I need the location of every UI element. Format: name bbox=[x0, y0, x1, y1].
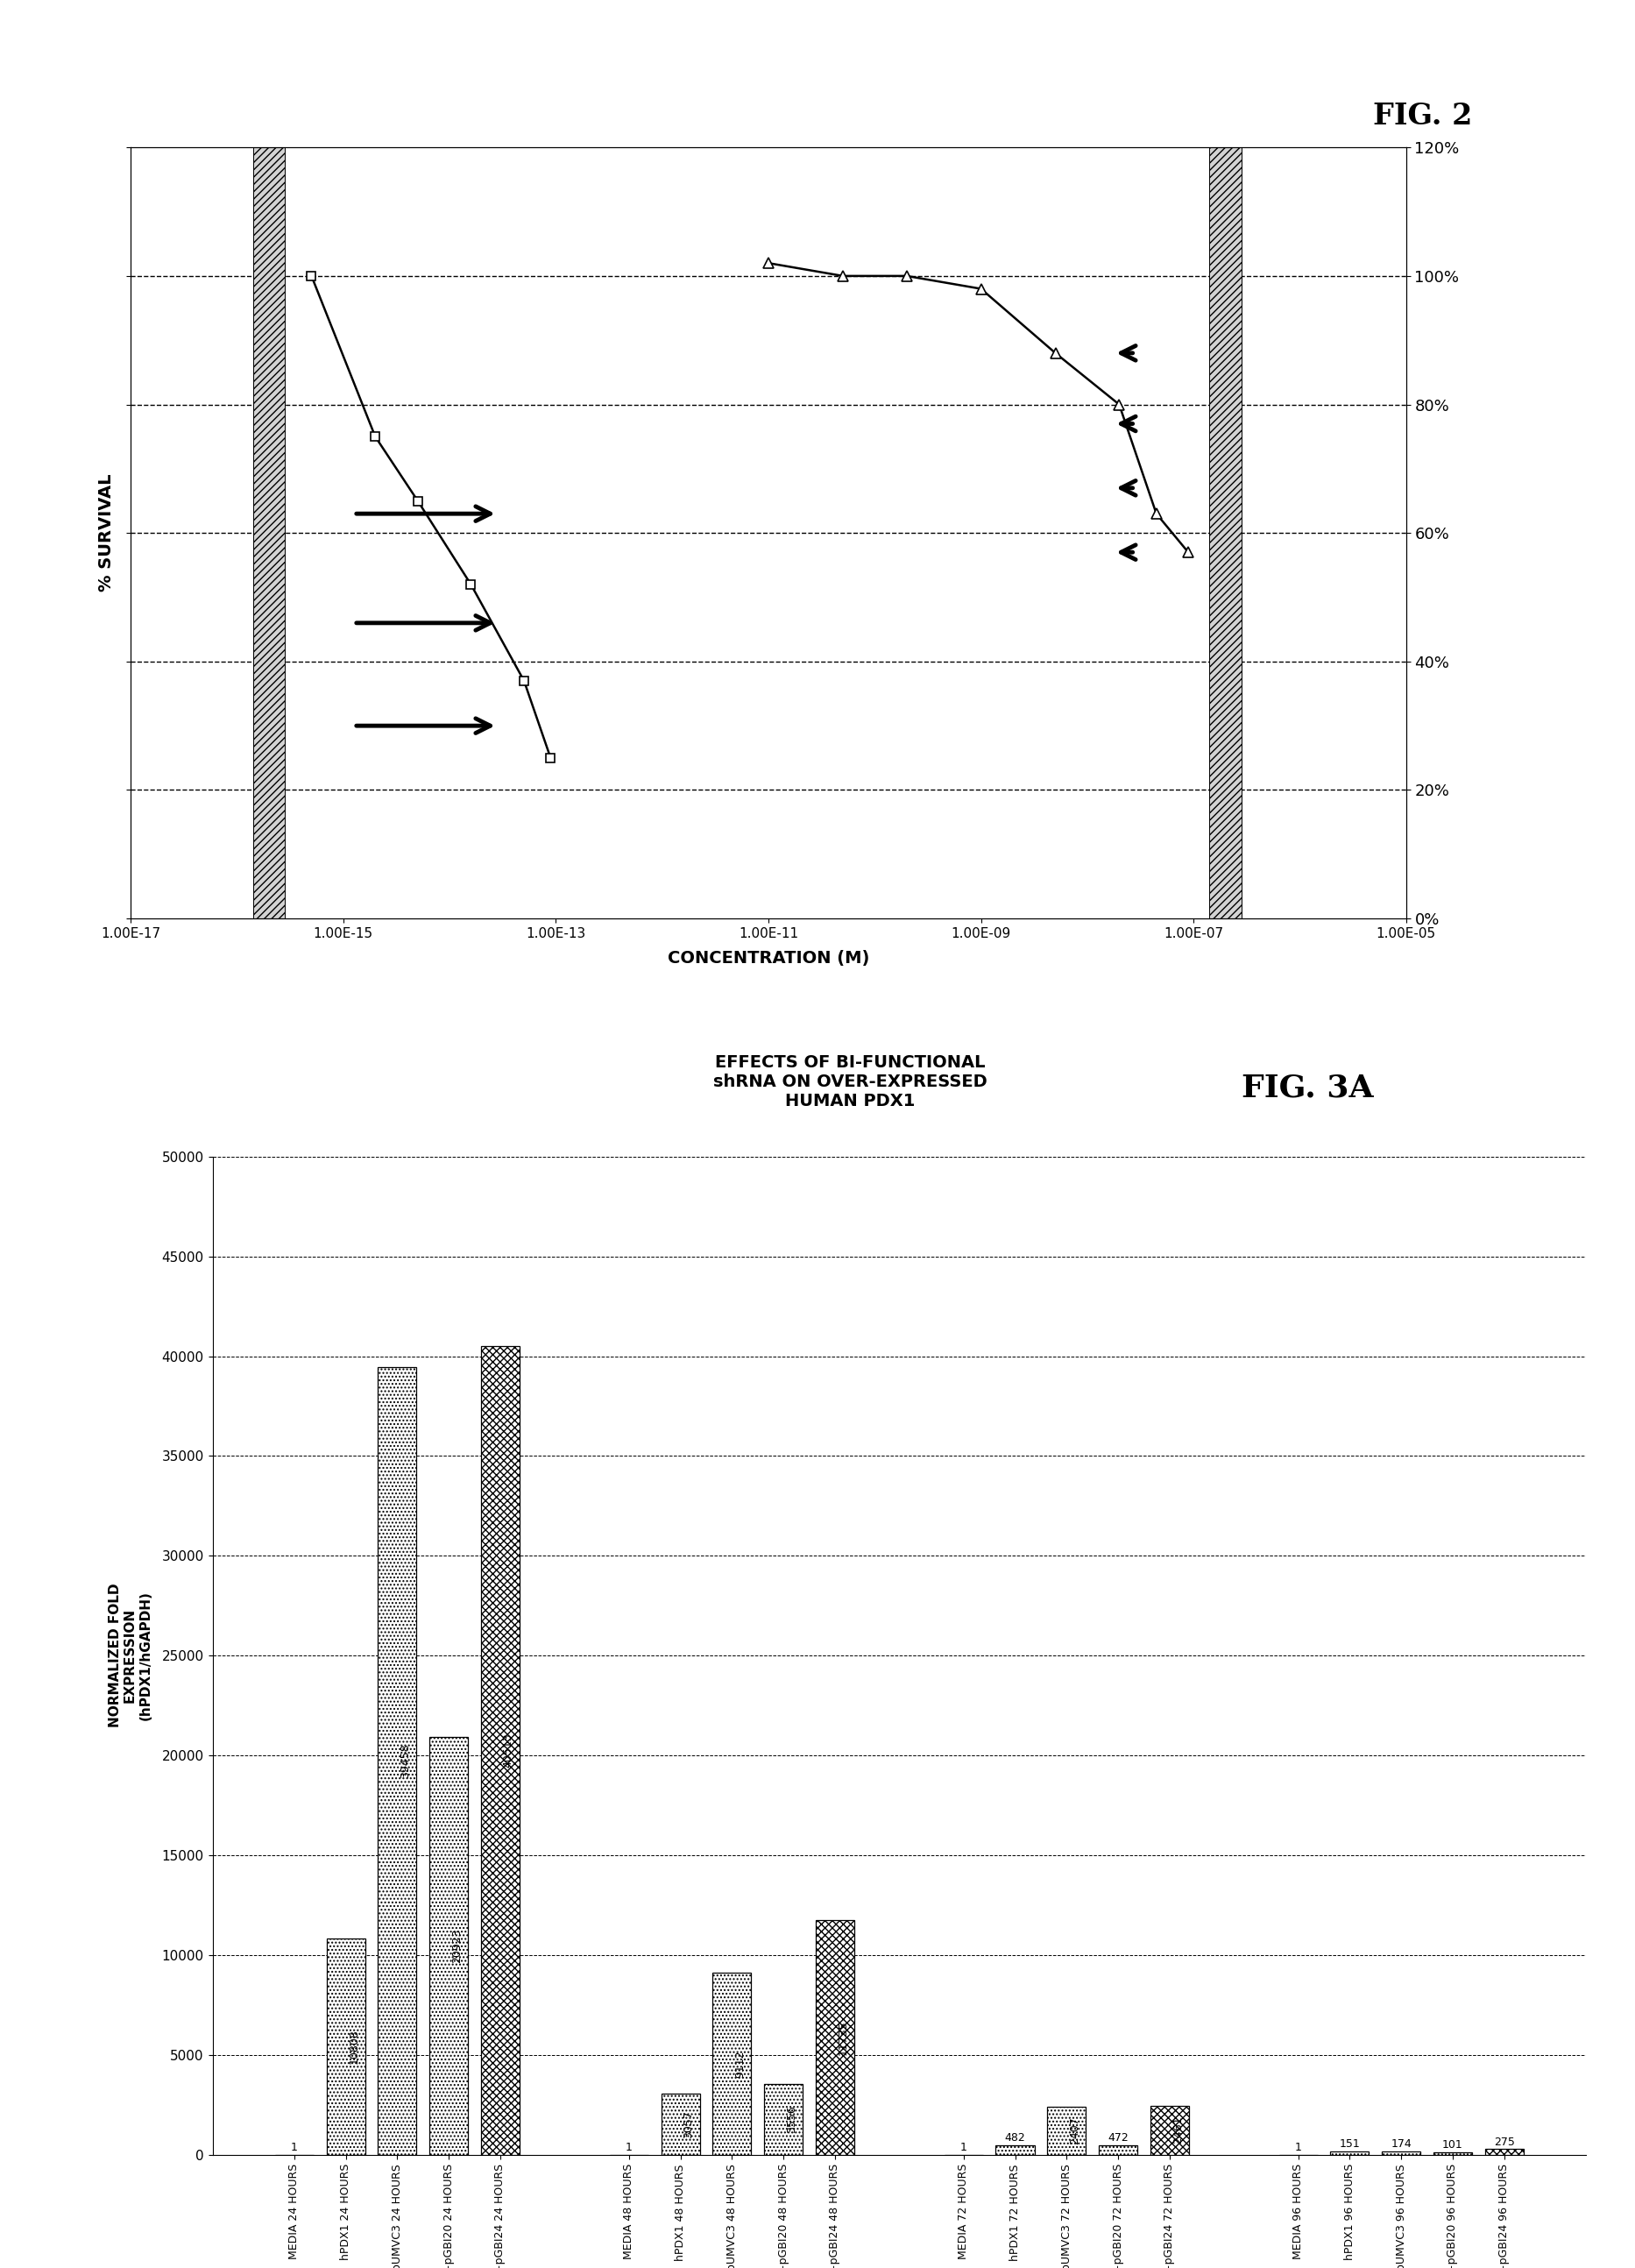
Text: 2407: 2407 bbox=[1069, 2116, 1081, 2146]
Text: 1: 1 bbox=[626, 2141, 633, 2152]
Text: 151: 151 bbox=[1339, 2139, 1360, 2150]
Bar bbox=[327, 1939, 365, 2155]
Text: 482: 482 bbox=[1004, 2132, 1025, 2143]
Bar bbox=[1151, 2105, 1189, 2155]
Y-axis label: NORMALIZED FOLD
EXPRESSION
(hPDX1/hGAPDH): NORMALIZED FOLD EXPRESSION (hPDX1/hGAPDH… bbox=[108, 1583, 152, 1728]
Bar bbox=[430, 1737, 468, 2155]
Bar bbox=[1485, 2150, 1524, 2155]
Bar bbox=[481, 1345, 520, 2155]
Text: 275: 275 bbox=[1494, 2136, 1514, 2148]
Text: 101: 101 bbox=[1442, 2139, 1463, 2150]
Text: 1: 1 bbox=[1295, 2141, 1301, 2152]
Text: 20923: 20923 bbox=[451, 1928, 463, 1964]
Bar bbox=[713, 1973, 750, 2155]
Bar bbox=[661, 2093, 700, 2155]
Text: 10808: 10808 bbox=[348, 2030, 360, 2064]
Text: 472: 472 bbox=[1107, 2132, 1128, 2143]
Text: 3057: 3057 bbox=[683, 2109, 695, 2139]
Text: 1: 1 bbox=[960, 2141, 966, 2152]
Y-axis label: % SURVIVAL: % SURVIVAL bbox=[98, 474, 114, 592]
Text: 174: 174 bbox=[1391, 2139, 1411, 2150]
Text: 39458: 39458 bbox=[401, 1744, 412, 1778]
Text: 1: 1 bbox=[291, 2141, 298, 2152]
Bar bbox=[764, 2084, 803, 2155]
X-axis label: CONCENTRATION (M): CONCENTRATION (M) bbox=[667, 950, 870, 966]
Bar bbox=[253, 147, 284, 919]
Bar bbox=[996, 2146, 1035, 2155]
Bar bbox=[816, 1921, 853, 2155]
Bar bbox=[1099, 2146, 1138, 2155]
Bar bbox=[1210, 147, 1241, 919]
Bar bbox=[1382, 2150, 1421, 2155]
Text: 40513: 40513 bbox=[504, 1733, 513, 1767]
Text: 3556: 3556 bbox=[786, 2105, 798, 2132]
Bar bbox=[1331, 2152, 1368, 2155]
Text: EFFECTS OF BI-FUNCTIONAL
shRNA ON OVER-EXPRESSED
HUMAN PDX1: EFFECTS OF BI-FUNCTIONAL shRNA ON OVER-E… bbox=[713, 1055, 988, 1109]
Text: 11735: 11735 bbox=[837, 2021, 849, 2055]
Text: FIG. 3A: FIG. 3A bbox=[1243, 1073, 1373, 1102]
Bar bbox=[378, 1368, 417, 2155]
Text: 2461: 2461 bbox=[1172, 2116, 1184, 2143]
Bar bbox=[1048, 2107, 1086, 2155]
Text: FIG. 2: FIG. 2 bbox=[1373, 102, 1472, 132]
Text: 9112: 9112 bbox=[734, 2050, 746, 2077]
